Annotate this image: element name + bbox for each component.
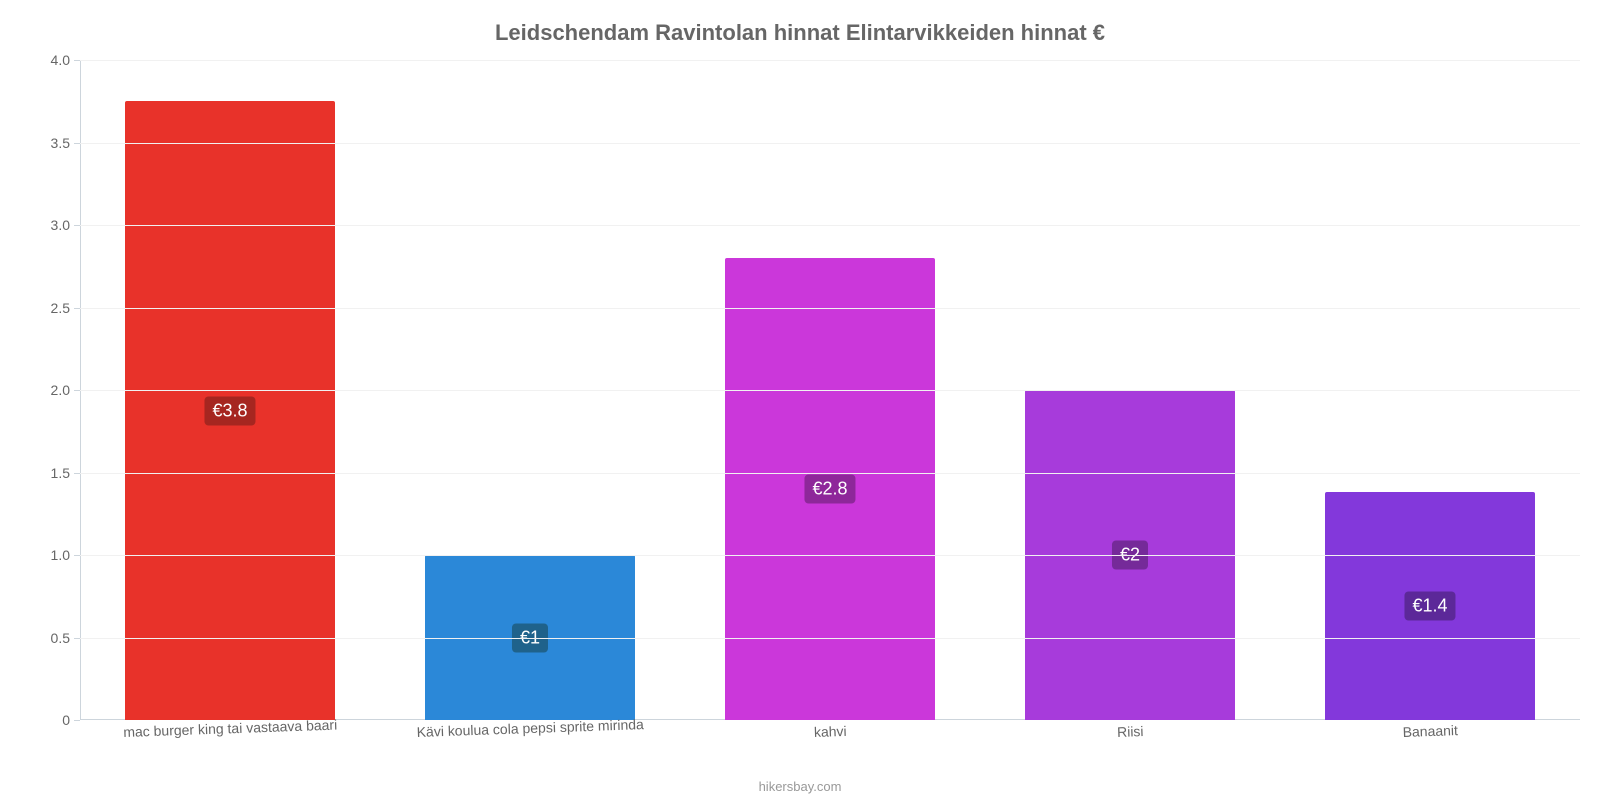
plot-area: €3.8€1€2.8€2€1.4 00.51.01.52.02.53.03.54… bbox=[80, 60, 1580, 720]
bar: €1.4 bbox=[1325, 492, 1535, 720]
x-category-label: Riisi bbox=[1117, 723, 1144, 740]
bar-value-label: €2.8 bbox=[804, 475, 855, 504]
gridline bbox=[80, 638, 1580, 639]
y-tick-label: 1.5 bbox=[51, 465, 80, 481]
credit-text: hikersbay.com bbox=[0, 779, 1600, 794]
gridline bbox=[80, 60, 1580, 61]
y-tick-label: 2.0 bbox=[51, 382, 80, 398]
y-tick-label: 1.0 bbox=[51, 547, 80, 563]
y-tick-label: 3.5 bbox=[51, 135, 80, 151]
y-tick-label: 0.5 bbox=[51, 630, 80, 646]
gridline bbox=[80, 473, 1580, 474]
bar-value-label: €1.4 bbox=[1404, 592, 1455, 621]
y-tick-label: 2.5 bbox=[51, 300, 80, 316]
gridline bbox=[80, 225, 1580, 226]
gridline bbox=[80, 390, 1580, 391]
x-category-label: mac burger king tai vastaava baari bbox=[123, 717, 337, 740]
gridline bbox=[80, 555, 1580, 556]
x-labels-container: mac burger king tai vastaava baariKävi k… bbox=[80, 724, 1580, 764]
bar: €3.8 bbox=[125, 101, 335, 720]
chart-title: Leidschendam Ravintolan hinnat Elintarvi… bbox=[0, 20, 1600, 46]
x-category-label: kahvi bbox=[814, 723, 847, 740]
x-category-label: Banaanit bbox=[1402, 722, 1458, 740]
y-tick-label: 4.0 bbox=[51, 52, 80, 68]
y-tick-label: 3.0 bbox=[51, 217, 80, 233]
bar: €2.8 bbox=[725, 258, 935, 720]
y-tick-label: 0 bbox=[62, 712, 80, 728]
gridline bbox=[80, 143, 1580, 144]
bar-value-label: €3.8 bbox=[204, 396, 255, 425]
gridline bbox=[80, 308, 1580, 309]
